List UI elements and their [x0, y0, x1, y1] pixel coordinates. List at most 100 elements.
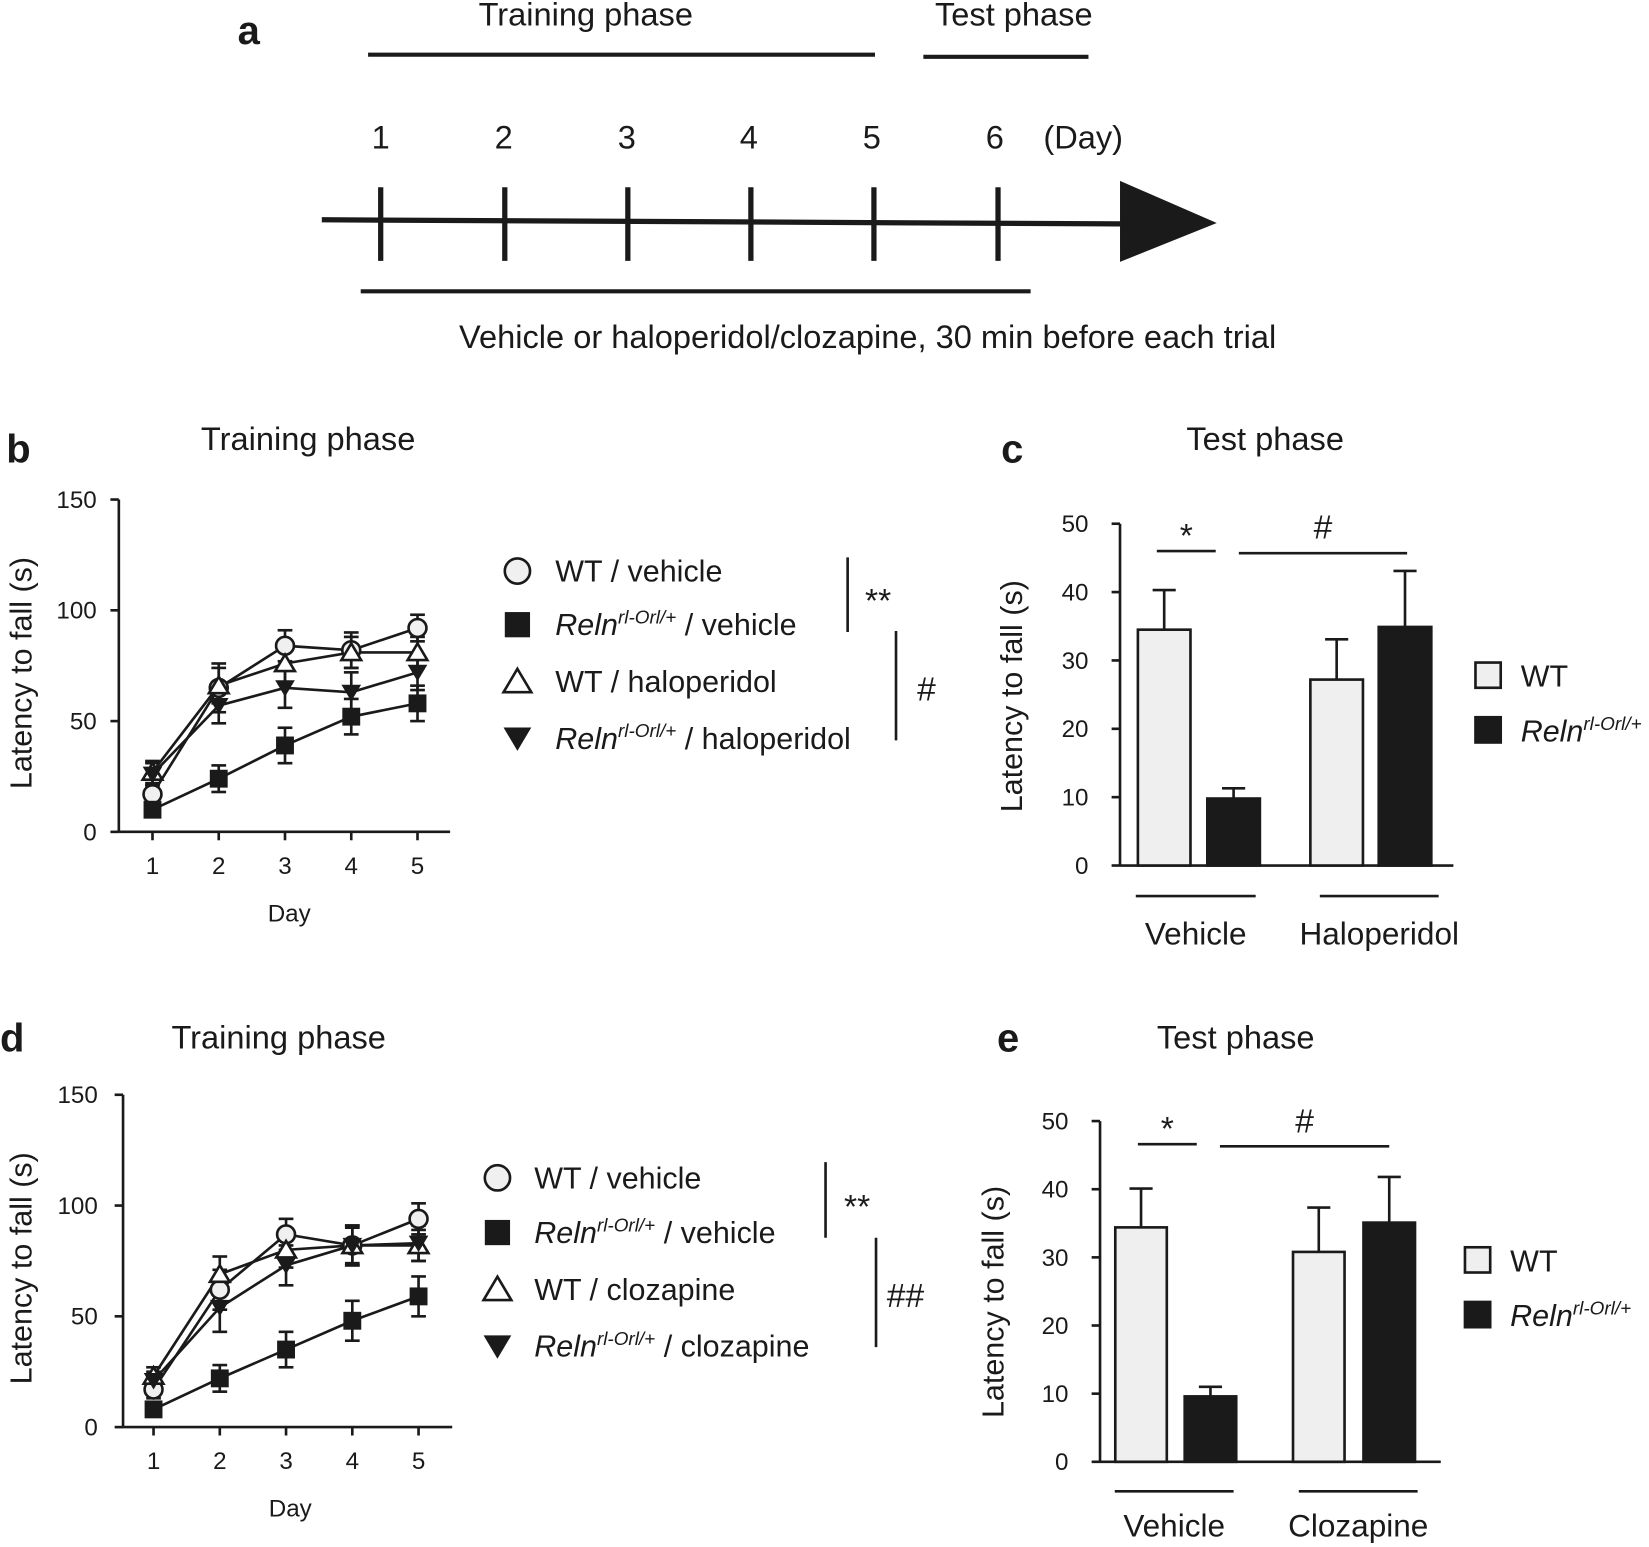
legend-allele-superscript: rl-Orl/+	[597, 1329, 655, 1350]
data-point	[142, 783, 163, 805]
data-point	[206, 674, 231, 695]
significance-label: #	[1295, 1104, 1314, 1141]
y-tick-label: 20	[1042, 1313, 1069, 1340]
significance-label: #	[917, 671, 936, 708]
data-point	[407, 664, 428, 682]
data-point	[209, 1279, 231, 1300]
legend-swatch	[1474, 661, 1503, 690]
category-label: Haloperidol	[1299, 915, 1459, 951]
data-point	[276, 1257, 296, 1275]
legend-label: WT / haloperidol	[555, 665, 776, 699]
significance-label: ##	[887, 1278, 925, 1315]
data-point	[405, 640, 430, 662]
y-tick-label: 40	[1062, 580, 1089, 607]
chart-panel-b: b Training phase 0 50 100 150 Latency to fall …	[5, 420, 937, 927]
day-label: 1	[372, 118, 390, 155]
legend-text: / vehicle	[676, 608, 796, 642]
x-tick-label: 3	[278, 853, 291, 880]
legend-marker	[501, 666, 534, 694]
y-tick-label: 150	[56, 487, 96, 514]
x-tick-label: 1	[146, 853, 159, 880]
legend-allele-superscript: rl-Orl/+	[618, 721, 676, 742]
day-label: 2	[495, 118, 513, 155]
chart-title: Training phase	[201, 420, 415, 457]
legend-text: / haloperidol	[676, 722, 851, 756]
legend-label: Relnrl-Orl/+ / clozapine	[534, 1329, 809, 1364]
timeline-axis	[321, 217, 1147, 227]
x-tick-label: 5	[412, 1448, 425, 1475]
y-tick-label: 50	[1042, 1108, 1069, 1135]
data-point	[339, 640, 364, 662]
x-axis-label: Day	[269, 1495, 313, 1522]
panel-a-timeline: a Training phase Test phase 1 2 3 4 5 6 …	[238, 0, 1277, 355]
data-point	[208, 697, 229, 715]
data-point	[142, 766, 163, 784]
y-tick-label: 30	[1042, 1245, 1069, 1272]
data-point	[409, 1287, 428, 1306]
y-tick-label: 10	[1062, 785, 1089, 812]
y-tick-label: 100	[57, 1193, 97, 1220]
data-point	[342, 707, 361, 726]
day-label: 3	[618, 118, 636, 155]
bar	[1136, 628, 1192, 867]
y-tick-label: 0	[84, 1415, 97, 1442]
legend-label: WT	[1521, 660, 1568, 694]
data-point	[273, 1238, 299, 1259]
data-point	[210, 1369, 229, 1388]
data-point	[408, 1208, 429, 1230]
chart-title: Training phase	[171, 1019, 385, 1056]
x-tick-label: 1	[147, 1448, 160, 1475]
legend-text: WT / clozapine	[534, 1273, 735, 1307]
data-point	[143, 800, 162, 819]
x-axis-label: Day	[268, 900, 312, 927]
legend-swatch	[1463, 1300, 1492, 1329]
legend-swatch	[1474, 715, 1503, 744]
data-point	[143, 1372, 164, 1390]
legend-label: Relnrl-Orl/+ / haloperidol	[555, 721, 851, 756]
legend-label: WT / vehicle	[534, 1161, 701, 1195]
chart-title: Test phase	[1157, 1019, 1315, 1056]
chart-title: Test phase	[1186, 420, 1344, 457]
legend-text: / vehicle	[655, 1216, 775, 1250]
legend-allele-superscript: rl-Orl/+	[597, 1215, 655, 1236]
data-point	[276, 736, 294, 755]
category-label: Vehicle	[1123, 1507, 1225, 1543]
data-point	[342, 1237, 363, 1255]
legend-swatch	[1463, 1245, 1492, 1274]
legend-text: / clozapine	[655, 1330, 809, 1364]
chart-panel-e: e Test phase 0 10 20 30 40 50 Latency to fall (s…	[976, 1017, 1631, 1544]
training-phase-label: Training phase	[479, 0, 693, 32]
data-point	[343, 1311, 362, 1330]
legend-allele-superscript: rl-Orl/+	[618, 608, 676, 629]
y-tick-label: 50	[71, 1304, 98, 1331]
significance-label: #	[1314, 509, 1333, 546]
data-point	[207, 1262, 232, 1284]
data-point	[272, 651, 298, 673]
data-point	[275, 680, 295, 697]
y-tick-label: 50	[70, 709, 97, 736]
y-tick-label: 50	[1062, 511, 1089, 538]
legend-text: WT	[1521, 660, 1568, 694]
legend-label: WT	[1510, 1244, 1557, 1278]
legend-marker	[503, 727, 532, 751]
y-axis-label: Latency to fall (s)	[5, 1152, 39, 1384]
legend-marker	[484, 1219, 511, 1246]
category-label: Vehicle	[1145, 915, 1247, 951]
day-label: 6	[986, 118, 1004, 155]
legend-genotype: Reln	[1510, 1299, 1573, 1333]
significance-label: *	[1161, 1111, 1174, 1148]
significance-label: **	[844, 1189, 870, 1226]
legend-genotype: Reln	[555, 608, 618, 642]
legend-genotype: Reln	[534, 1330, 597, 1364]
bar	[1362, 1221, 1417, 1464]
bar	[1377, 625, 1433, 867]
bar	[1291, 1250, 1346, 1464]
x-tick-label: 3	[279, 1448, 292, 1475]
y-tick-label: 0	[1075, 853, 1088, 880]
panel-letter: d	[0, 1017, 24, 1061]
x-tick-label: 4	[345, 853, 358, 880]
treatment-note: Vehicle or haloperidol/clozapine, 30 min…	[459, 318, 1276, 355]
legend-allele-superscript: rl-Orl/+	[1573, 1299, 1631, 1320]
